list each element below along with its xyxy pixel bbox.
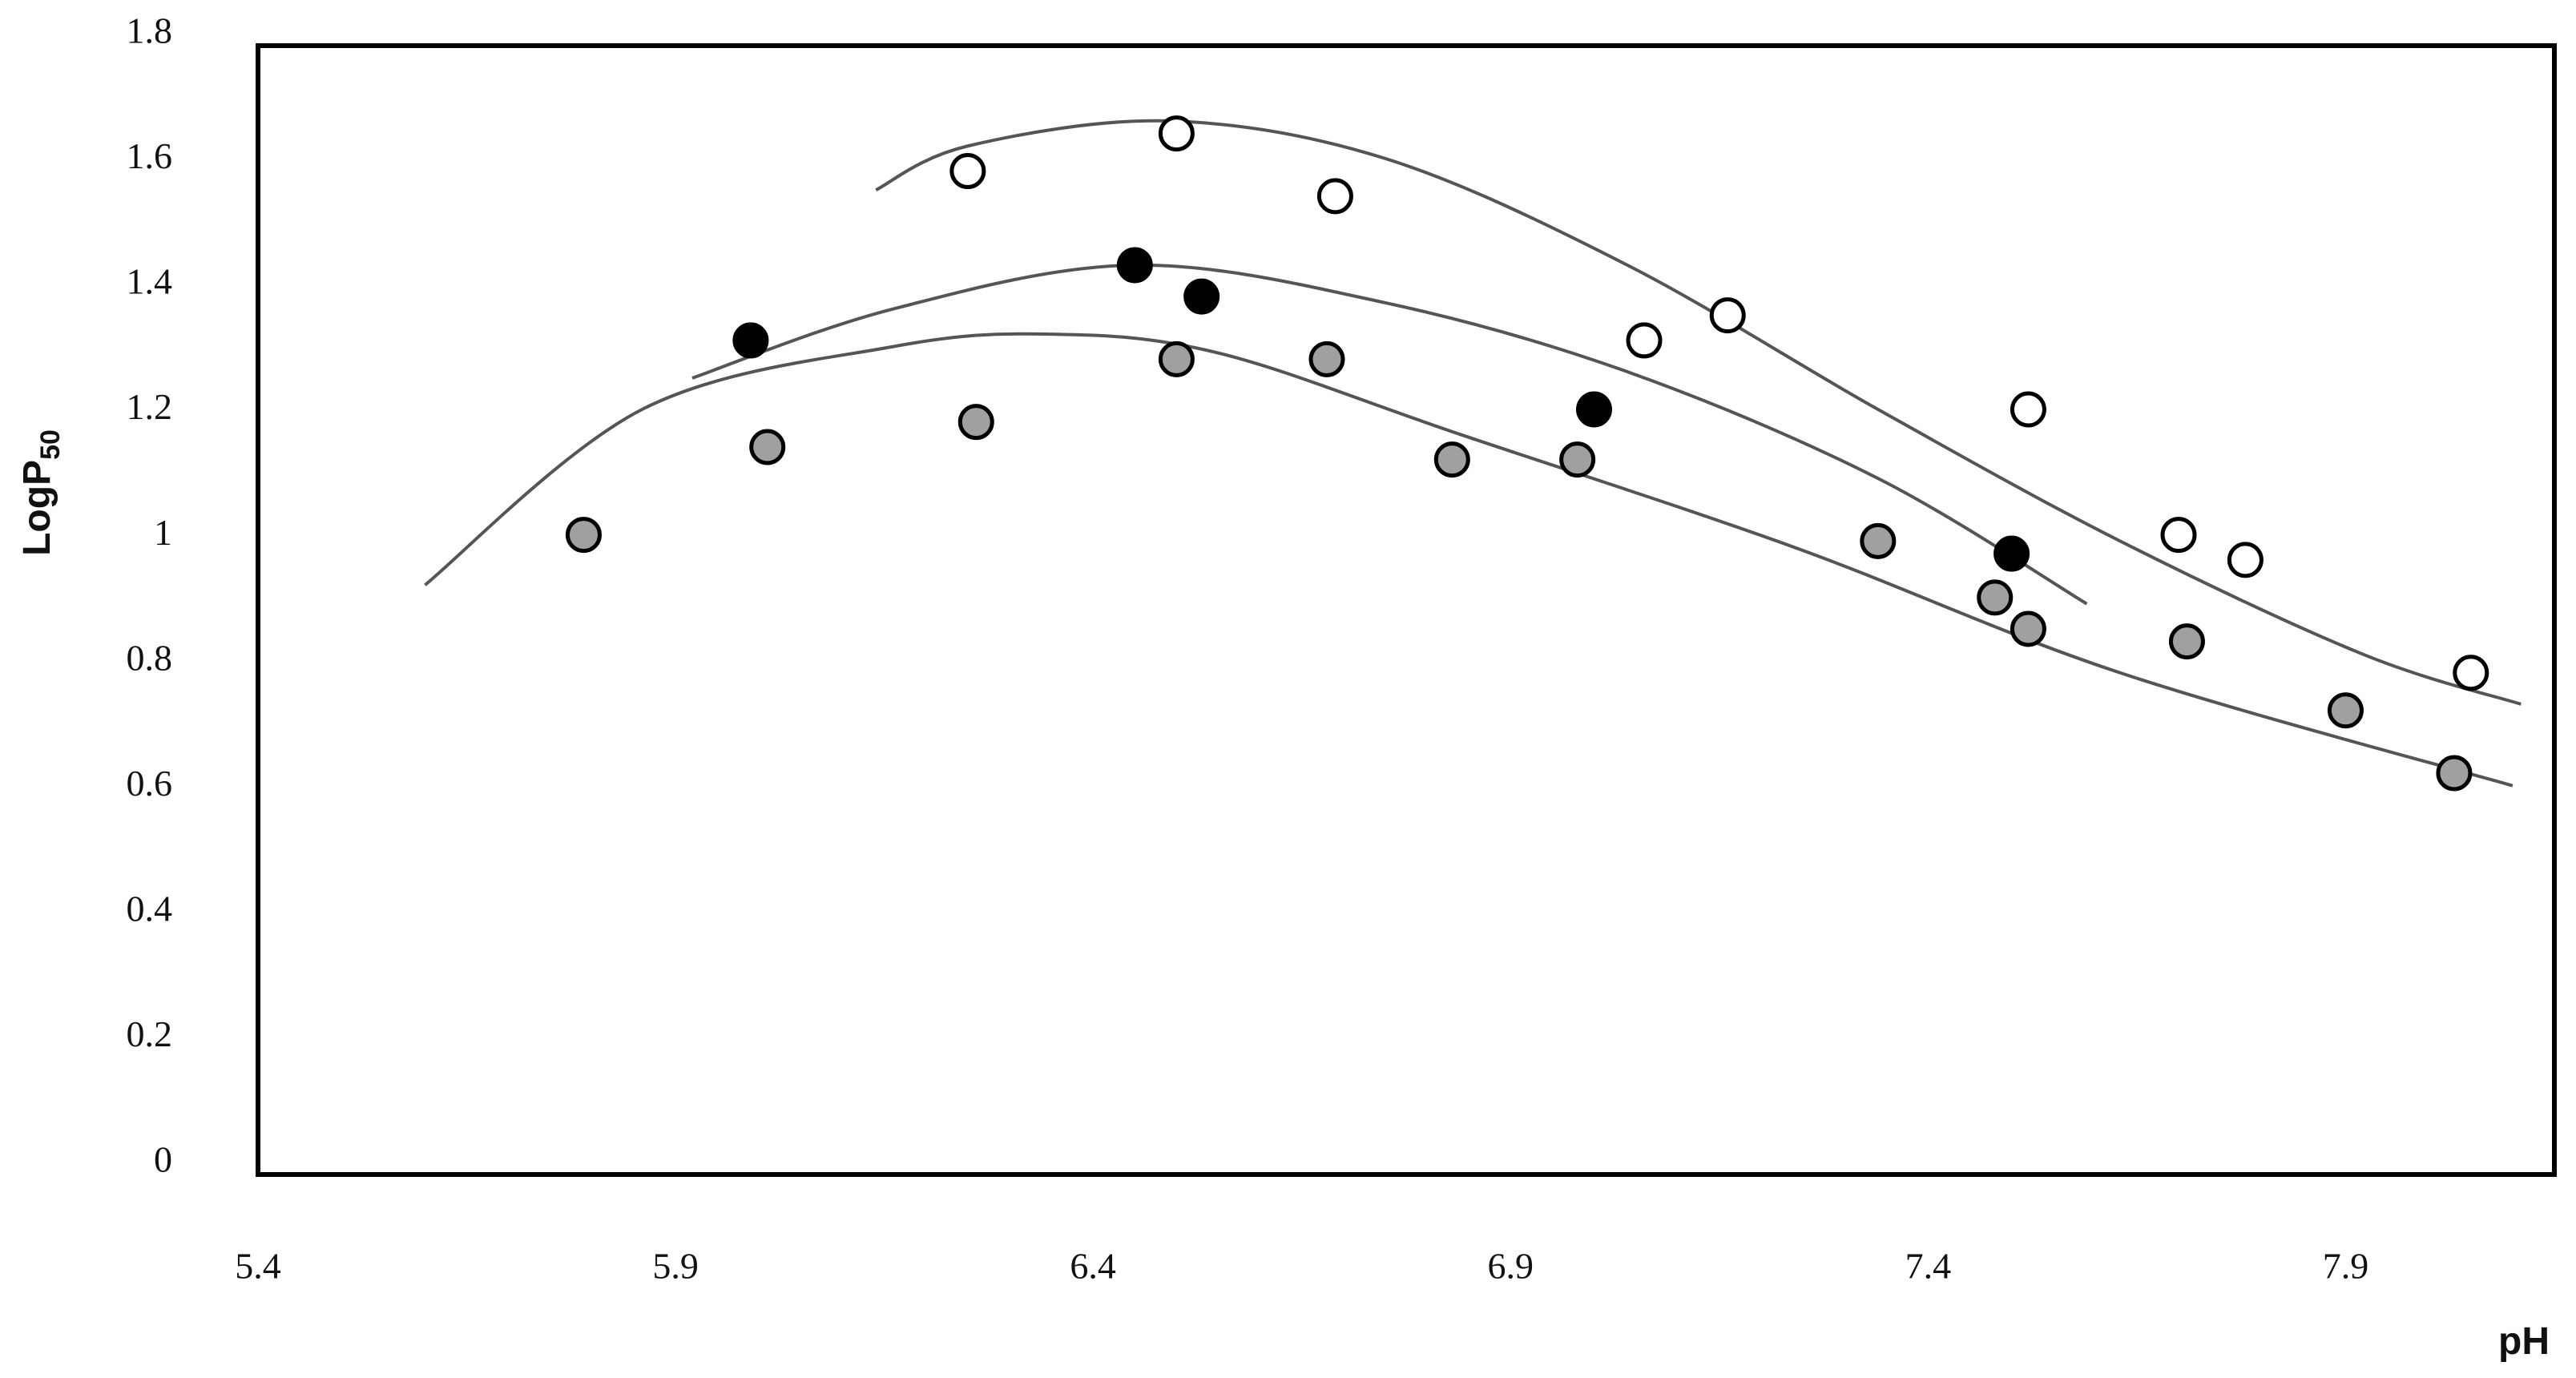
x-tick-label: 7.9 [2323, 1246, 2369, 1287]
y-axis-label-subscript: 50 [35, 429, 66, 460]
data-point [1993, 535, 2030, 572]
y-tick-label: 1.6 [127, 135, 173, 176]
data-point [1709, 297, 1746, 334]
fit-curve [875, 119, 2522, 706]
data-point [949, 153, 986, 190]
y-tick-label: 0.6 [127, 763, 173, 804]
data-point [2327, 692, 2364, 729]
data-point [2453, 655, 2489, 691]
y-tick-label: 0.4 [127, 888, 173, 929]
data-point [1626, 322, 1663, 359]
data-point [2010, 610, 2046, 647]
y-tick-label: 1.2 [127, 386, 173, 427]
x-tick-label: 6.9 [1488, 1246, 1534, 1287]
data-point [565, 517, 602, 554]
data-point [1575, 391, 1612, 428]
data-point [2436, 755, 2473, 792]
data-point [749, 429, 786, 465]
y-tick-label: 0 [154, 1139, 172, 1180]
y-tick-label: 1.8 [127, 10, 173, 51]
y-axis-label-main: LogP [16, 460, 58, 556]
data-point [2010, 391, 2046, 428]
x-axis-label: pH [2498, 1320, 2550, 1363]
fit-curve [424, 332, 2514, 788]
data-point [1158, 115, 1195, 152]
data-point [1158, 340, 1195, 377]
data-point [732, 322, 769, 359]
y-tick-label: 0.2 [127, 1013, 173, 1054]
data-point [1860, 522, 1897, 559]
data-point [1559, 441, 1596, 478]
y-tick-label: 1 [154, 512, 172, 553]
data-point [2168, 623, 2205, 660]
data-point [1116, 247, 1153, 284]
data-point [1183, 278, 1220, 315]
y-tick-label: 1.4 [127, 261, 173, 302]
fit-curve [691, 263, 2088, 606]
y-axis-label: LogP50 [16, 429, 66, 556]
x-tick-label: 7.4 [1905, 1246, 1952, 1287]
plot-frame [256, 43, 2557, 1177]
data-point [957, 404, 994, 441]
data-point [1316, 178, 1353, 215]
data-point [1308, 340, 1345, 377]
data-point [2160, 517, 2197, 554]
x-tick-label: 5.9 [652, 1246, 699, 1287]
y-tick-label: 0.8 [127, 637, 173, 678]
x-tick-label: 6.4 [1070, 1246, 1116, 1287]
data-point [2227, 542, 2264, 578]
x-tick-label: 5.4 [235, 1246, 281, 1287]
data-point [1977, 579, 2014, 616]
data-point [1433, 441, 1470, 478]
